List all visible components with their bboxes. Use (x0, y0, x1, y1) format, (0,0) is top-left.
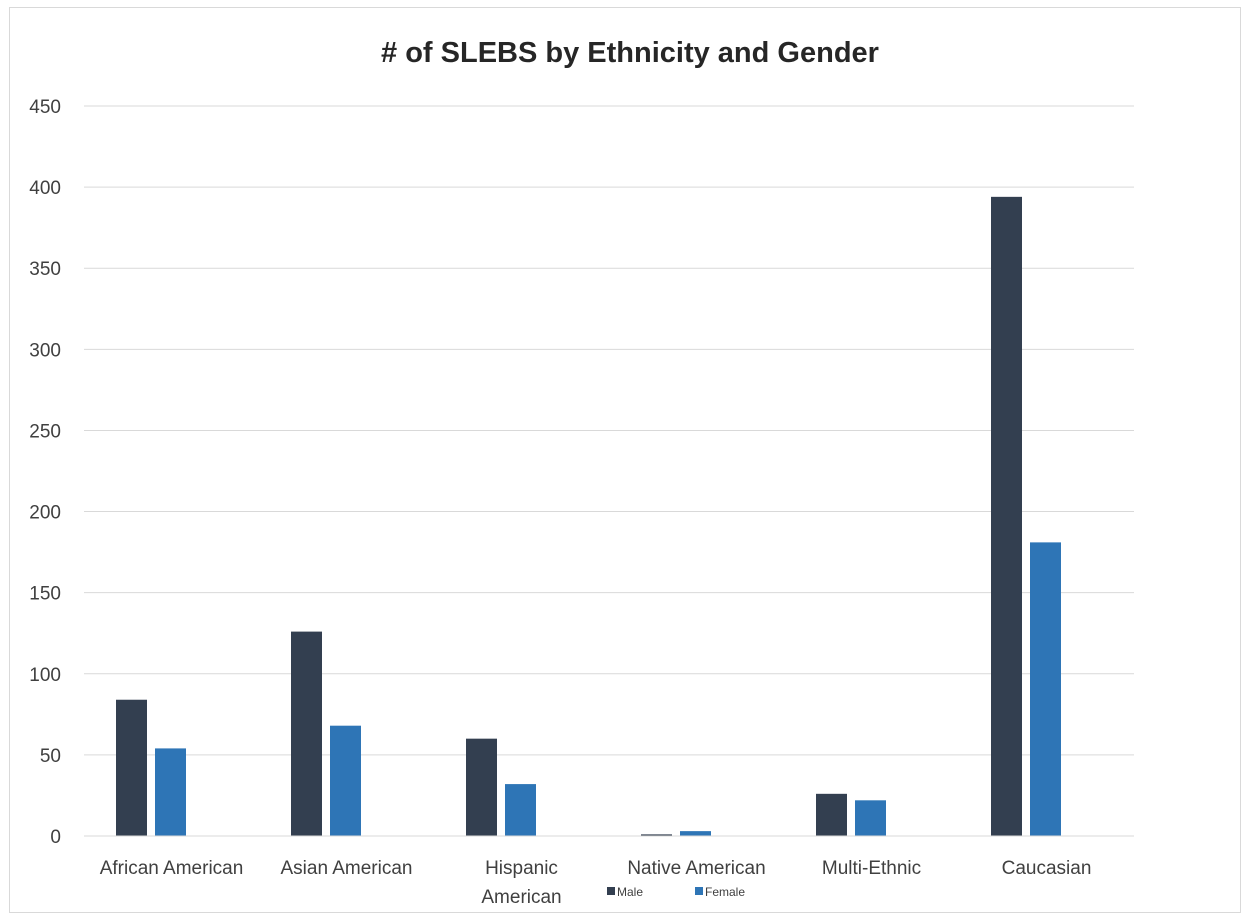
x-category-label: African American (100, 858, 244, 879)
y-tick-label: 50 (40, 746, 61, 767)
bar-female-1 (155, 748, 186, 836)
x-category-label: Native American (627, 858, 765, 879)
legend-label-male: Male (617, 885, 643, 899)
bar-female-6 (1030, 542, 1061, 836)
y-tick-label: 300 (29, 340, 61, 361)
y-tick-label: 100 (29, 665, 61, 686)
x-category-label: Caucasian (1002, 858, 1092, 879)
bar-female-2 (330, 725, 361, 836)
bar-male-2 (291, 631, 322, 836)
y-tick-label: 350 (29, 259, 61, 280)
y-tick-label: 400 (29, 178, 61, 199)
bar-male-3 (466, 738, 497, 836)
y-tick-label: 450 (29, 97, 61, 118)
bar-male-5 (816, 793, 847, 836)
legend: Male Female (607, 885, 745, 899)
y-tick-label: 0 (50, 827, 61, 848)
bar-female-3 (505, 784, 536, 836)
y-tick-label: 200 (29, 503, 61, 524)
bar-male-1 (116, 699, 147, 836)
legend-swatch-female (695, 887, 703, 895)
bars (116, 196, 1061, 836)
legend-swatch-male (607, 887, 615, 895)
bar-male-6 (991, 196, 1022, 836)
x-category-label: Multi-Ethnic (822, 858, 921, 879)
chart-title: # of SLEBS by Ethnicity and Gender (381, 37, 879, 69)
x-category-label: Asian American (280, 858, 412, 879)
y-tick-label: 150 (29, 584, 61, 605)
gridlines (84, 105, 1134, 756)
bar-female-5 (855, 800, 886, 836)
y-tick-label: 250 (29, 421, 61, 442)
bar-female-4 (680, 831, 711, 836)
legend-label-female: Female (705, 885, 745, 899)
y-axis-ticks: 0 50 100 150 200 250 300 350 400 450 (29, 97, 61, 848)
bar-male-4 (641, 834, 672, 836)
x-category-label: Hispanic American (481, 858, 561, 908)
category-labels: African American Asian American Hispanic Am… (100, 858, 1092, 908)
